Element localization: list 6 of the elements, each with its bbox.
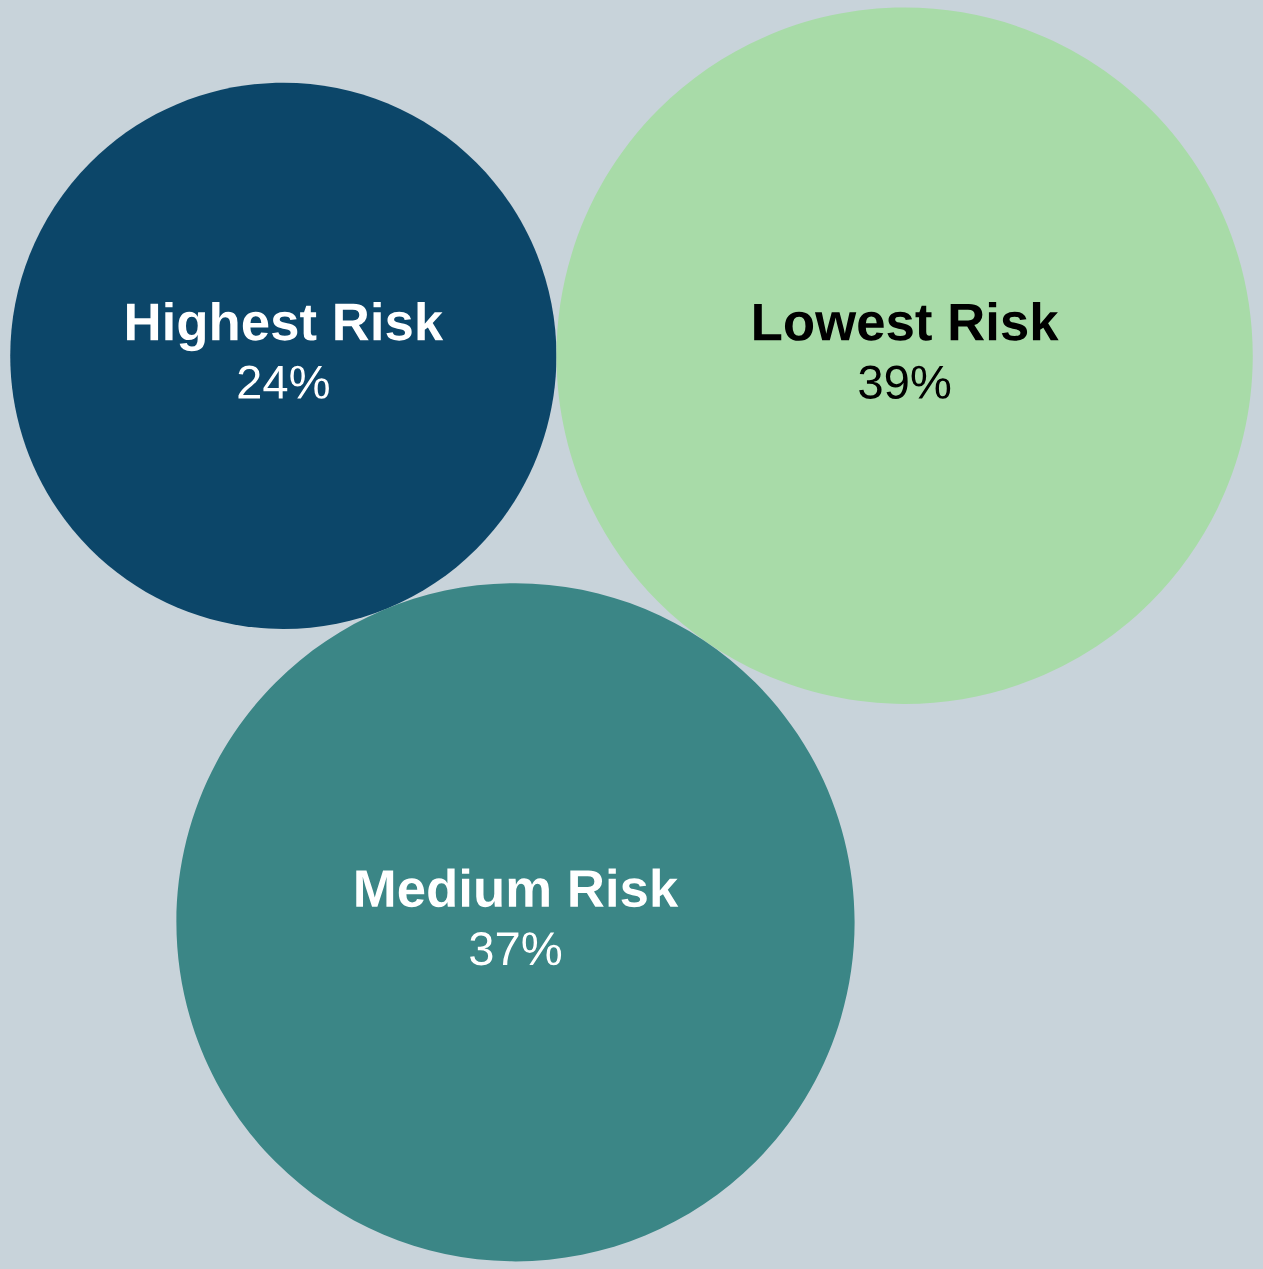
data-label: 24% — [238, 365, 329, 399]
data-label: 39% — [859, 365, 951, 399]
category-label: Medium Risk — [356, 868, 679, 908]
category-label: Highest Risk — [127, 301, 444, 352]
category-label: Lowest Risk — [754, 302, 1059, 341]
data-label: 37% — [470, 932, 562, 966]
